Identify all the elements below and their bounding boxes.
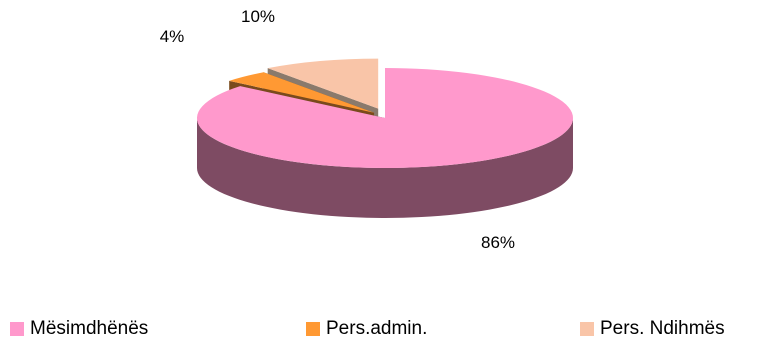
data-label-mesimdhenes: 86%: [481, 233, 515, 252]
pie-slice-pers-ndihmes: [267, 58, 379, 109]
legend: Mësimdhënës Pers.admin. Pers. Ndihmës: [0, 318, 761, 348]
legend-item-pers-admin: Pers.admin.: [306, 318, 427, 340]
data-label-pers-ndihmes: 10%: [241, 7, 275, 26]
data-label-pers-admin: 4%: [160, 27, 185, 46]
legend-label-mesimdhenes: Mësimdhënës: [30, 318, 149, 339]
pie-slice-side-mesimdhenes-0: [197, 118, 573, 218]
legend-item-mesimdhenes: Mësimdhënës: [10, 318, 148, 340]
pie-chart: 86% 4% 10%: [160, 7, 573, 252]
legend-item-pers-ndihmes: Pers. Ndihmës: [580, 318, 725, 340]
legend-swatch-pers-ndihmes: [580, 322, 594, 336]
legend-swatch-pers-admin: [306, 322, 320, 336]
legend-label-pers-ndihmes: Pers. Ndihmës: [600, 318, 725, 339]
legend-label-pers-admin: Pers.admin.: [326, 318, 428, 339]
pie-slice-pers-admin: [229, 72, 375, 113]
legend-swatch-mesimdhenes: [10, 322, 24, 336]
pie-slice-mesimdhenes: [196, 68, 573, 168]
